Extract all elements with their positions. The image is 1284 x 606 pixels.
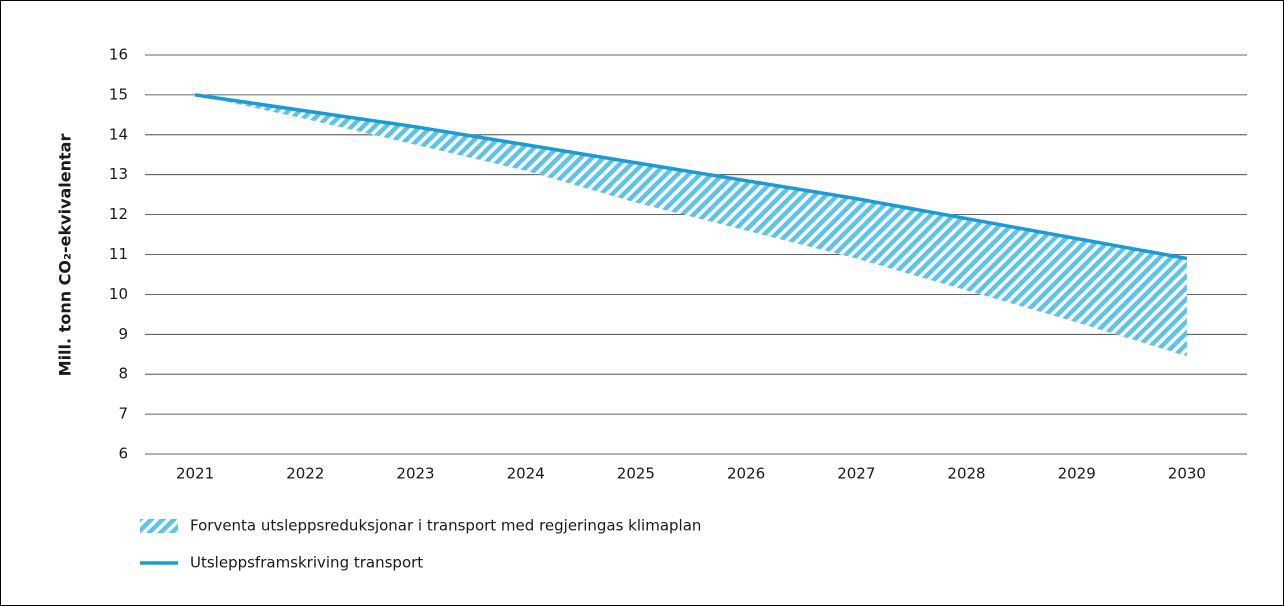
x-tick-label: 2029 — [1058, 465, 1096, 483]
y-tick-label: 6 — [118, 445, 128, 463]
y-tick-label: 10 — [109, 285, 128, 303]
x-tick-label: 2030 — [1168, 465, 1206, 483]
y-tick-label: 8 — [118, 365, 128, 383]
x-tick-label: 2025 — [617, 465, 655, 483]
y-tick-label: 9 — [118, 325, 128, 343]
y-tick-label: 11 — [109, 245, 128, 263]
x-tick-label: 2027 — [837, 465, 875, 483]
x-tick-label: 2021 — [176, 465, 214, 483]
y-tick-label: 7 — [118, 405, 128, 423]
x-tick-label: 2028 — [947, 465, 985, 483]
legend-label: Forventa utsleppsreduksjonar i transport… — [190, 517, 701, 535]
y-tick-label: 15 — [109, 85, 128, 103]
y-tick-label: 13 — [109, 165, 128, 183]
legend-label: Utsleppsframskriving transport — [190, 554, 423, 572]
y-axis-label: Mill. tonn CO₂-ekvivalentar — [56, 134, 75, 377]
y-tick-label: 12 — [109, 205, 128, 223]
projection-line — [194, 93, 1188, 261]
x-tick-label: 2023 — [396, 465, 434, 483]
legend-swatch — [140, 519, 178, 533]
y-tick-label: 16 — [109, 46, 128, 64]
x-tick-label: 2022 — [286, 465, 324, 483]
y-tick-label: 14 — [109, 125, 128, 143]
x-tick-label: 2024 — [507, 465, 545, 483]
reduction-band — [195, 94, 1187, 357]
x-tick-label: 2026 — [727, 465, 765, 483]
